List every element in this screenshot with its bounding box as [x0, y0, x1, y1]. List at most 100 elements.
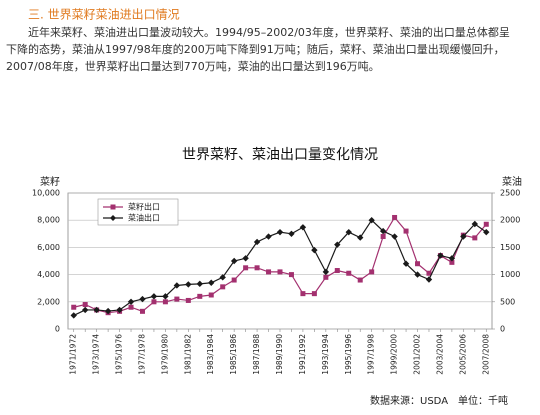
- chart: 0 2,000 4,000 6,000 8,000 10,000 0 500 1000 1500 2…: [32, 189, 520, 375]
- data-point: [334, 268, 340, 274]
- y2-tick-label: 2000: [500, 216, 520, 225]
- data-point: [185, 281, 192, 288]
- data-point: [71, 304, 77, 310]
- data-point: [449, 259, 455, 265]
- x-tick-label: 2001/2002: [413, 334, 422, 375]
- source-note: 数据来源：USDA 单位：千吨: [370, 394, 508, 407]
- data-point: [162, 293, 169, 300]
- data-point: [276, 228, 284, 236]
- data-point: [472, 235, 478, 241]
- x-tick-label: 1977/1978: [137, 334, 146, 375]
- data-point: [437, 252, 444, 259]
- x-tick-label: 2007/2008: [481, 334, 490, 375]
- data-point: [254, 265, 260, 271]
- data-point: [300, 291, 306, 297]
- data-point: [174, 296, 180, 302]
- x-tick-label: 1993/1994: [321, 334, 330, 375]
- data-point: [150, 293, 158, 300]
- x-tick-label: 2003/2004: [435, 334, 444, 375]
- x-tick-label: 1979/1980: [160, 334, 169, 375]
- body-line: 近年来菜籽、菜油进出口量波动较大。1994/95–2002/03年度，世界菜籽、…: [28, 25, 510, 39]
- x-tick-label: 1971/1972: [69, 334, 78, 375]
- data-point: [242, 255, 249, 262]
- y-tick-label: 4,000: [37, 270, 60, 279]
- x-tick-label: 1989/1990: [275, 334, 284, 375]
- y2-tick-label: 500: [500, 297, 515, 306]
- data-point: [173, 282, 181, 289]
- y-tick-label: 2,000: [37, 297, 60, 306]
- data-point: [116, 306, 123, 314]
- x-tick-label: 2005/2006: [458, 334, 467, 375]
- data-point: [414, 271, 421, 278]
- x-tick-label: 1983/1984: [206, 334, 215, 375]
- data-point: [425, 276, 433, 283]
- data-point: [288, 230, 295, 237]
- data-point: [265, 233, 272, 240]
- data-point: [323, 274, 329, 280]
- y-tick-label: 6,000: [37, 243, 60, 252]
- y-tick-label: 8,000: [37, 216, 60, 225]
- data-point: [266, 269, 272, 275]
- data-point: [70, 312, 77, 319]
- data-point: [208, 279, 215, 286]
- data-point: [253, 238, 261, 246]
- data-point: [299, 224, 307, 231]
- data-point: [471, 220, 479, 228]
- legend-label: 菜油出口: [128, 213, 160, 223]
- x-tick-label: 1985/1986: [229, 334, 238, 375]
- data-point: [379, 227, 387, 235]
- data-point: [415, 261, 421, 267]
- data-point: [391, 233, 398, 240]
- data-point: [334, 241, 341, 248]
- data-point: [322, 268, 330, 276]
- data-point: [82, 302, 88, 308]
- x-tick-label: 1975/1976: [115, 334, 124, 375]
- legend-label: 菜籽出口: [128, 202, 160, 212]
- y-axis-label: 菜籽: [40, 176, 60, 188]
- data-point: [460, 233, 467, 240]
- body-line: 2007/08年度，世界菜籽出口量达到770万吨，菜油的出口量达到196万吨。: [6, 59, 380, 73]
- data-point: [357, 234, 364, 241]
- y-tick-label: 10,000: [32, 189, 60, 198]
- data-point: [426, 270, 432, 276]
- data-point: [93, 306, 100, 314]
- data-point: [403, 228, 409, 234]
- data-point: [402, 260, 410, 267]
- data-point: [243, 265, 249, 271]
- data-point: [483, 228, 490, 236]
- data-point: [345, 228, 352, 236]
- data-point: [185, 297, 191, 303]
- data-point: [311, 291, 317, 297]
- data-point: [219, 274, 226, 281]
- legend-marker: [110, 204, 116, 210]
- data-point: [196, 280, 203, 288]
- data-point: [128, 304, 134, 310]
- data-point: [104, 307, 112, 315]
- data-point: [162, 299, 168, 305]
- data-point: [197, 293, 203, 299]
- y2-axis-label: 菜油: [502, 175, 522, 188]
- data-point: [139, 295, 146, 303]
- data-point: [288, 272, 294, 278]
- x-tick-label: 1991/1992: [298, 334, 307, 375]
- data-point: [483, 221, 489, 227]
- body-line: 下降的态势，菜油从1997/98年度的200万吨下降到91万吨；随后，菜籽、菜油…: [6, 42, 505, 56]
- data-point: [392, 214, 398, 220]
- data-point: [231, 277, 237, 283]
- data-point: [81, 306, 89, 314]
- y-tick-label: 0: [55, 325, 60, 334]
- data-point: [311, 246, 318, 254]
- data-point: [357, 277, 363, 283]
- data-point: [127, 298, 135, 305]
- data-point: [380, 234, 386, 240]
- y2-tick-label: 1500: [500, 243, 520, 252]
- section-heading: 三. 世界菜籽菜油进出口情况: [28, 8, 180, 22]
- data-point: [368, 217, 375, 224]
- data-point: [208, 292, 214, 298]
- data-point: [448, 255, 456, 262]
- x-tick-label: 1973/1974: [92, 334, 101, 375]
- legend-marker: [110, 215, 116, 221]
- y2-tick-label: 2500: [500, 189, 520, 198]
- y2-tick-label: 0: [500, 325, 505, 334]
